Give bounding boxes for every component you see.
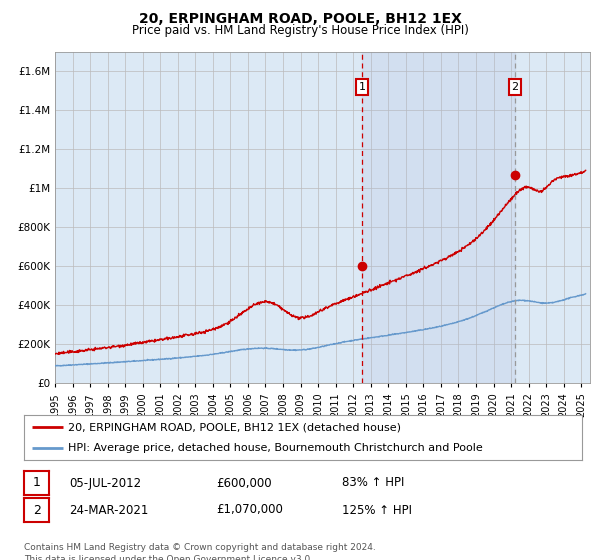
Text: £600,000: £600,000 <box>216 477 272 489</box>
Text: 20, ERPINGHAM ROAD, POOLE, BH12 1EX (detached house): 20, ERPINGHAM ROAD, POOLE, BH12 1EX (det… <box>68 422 401 432</box>
Text: Contains HM Land Registry data © Crown copyright and database right 2024.
This d: Contains HM Land Registry data © Crown c… <box>24 543 376 560</box>
Text: 1: 1 <box>32 477 41 489</box>
Text: HPI: Average price, detached house, Bournemouth Christchurch and Poole: HPI: Average price, detached house, Bour… <box>68 443 482 453</box>
Text: Price paid vs. HM Land Registry's House Price Index (HPI): Price paid vs. HM Land Registry's House … <box>131 24 469 36</box>
Text: 1: 1 <box>358 82 365 92</box>
Text: 20, ERPINGHAM ROAD, POOLE, BH12 1EX: 20, ERPINGHAM ROAD, POOLE, BH12 1EX <box>139 12 461 26</box>
Text: 05-JUL-2012: 05-JUL-2012 <box>69 477 141 489</box>
Bar <box>362 52 515 383</box>
Text: 83% ↑ HPI: 83% ↑ HPI <box>342 477 404 489</box>
Text: £1,070,000: £1,070,000 <box>216 503 283 516</box>
Text: 24-MAR-2021: 24-MAR-2021 <box>69 503 148 516</box>
Text: 2: 2 <box>32 503 41 516</box>
Text: 2: 2 <box>512 82 518 92</box>
Text: 125% ↑ HPI: 125% ↑ HPI <box>342 503 412 516</box>
